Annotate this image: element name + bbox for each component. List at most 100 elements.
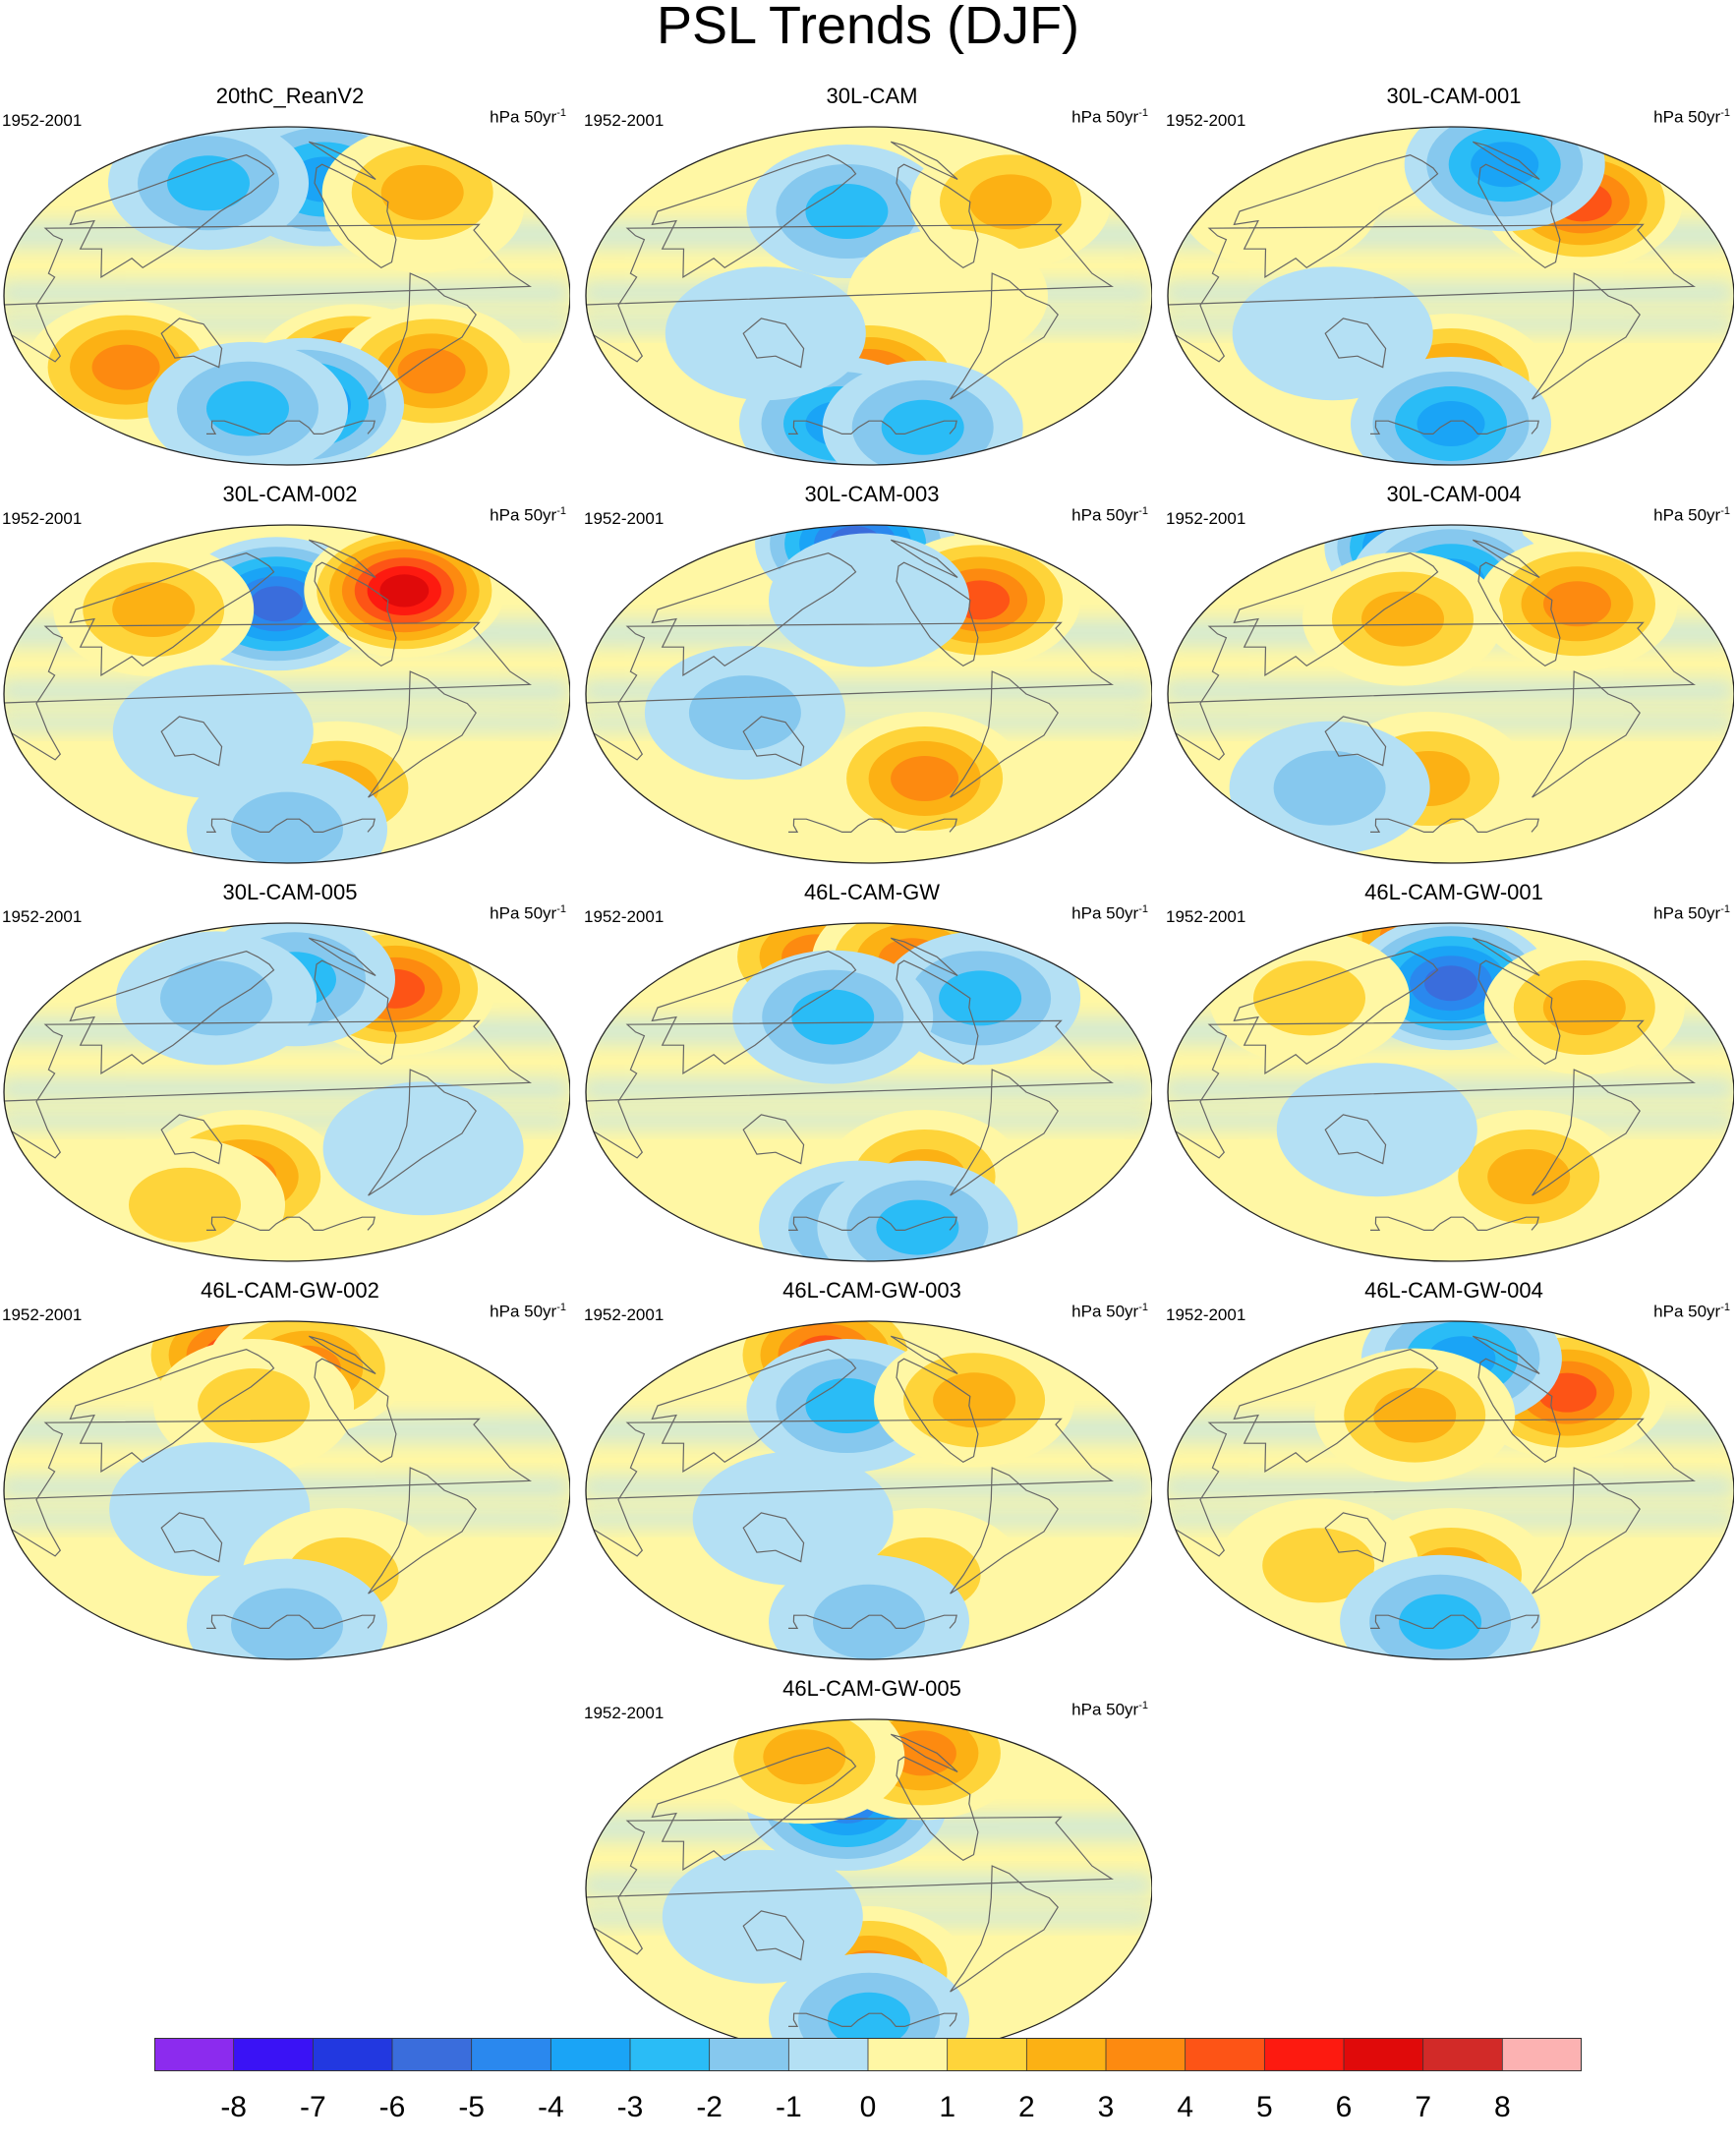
- contour-level: [379, 574, 430, 608]
- trend-contour: [1179, 135, 1380, 269]
- units-base: hPa 50yr: [490, 505, 557, 525]
- coastline: [890, 1733, 958, 1773]
- units-base: hPa 50yr: [1071, 1302, 1139, 1321]
- units-base: hPa 50yr: [1653, 107, 1721, 127]
- panel-period: 1952-2001: [1166, 1305, 1246, 1324]
- contour-level: [1232, 266, 1433, 401]
- colorbar-swatch: [1264, 2038, 1344, 2071]
- contour-level: [112, 582, 196, 637]
- trend-contour: [1404, 127, 1605, 232]
- robinson-map: [1167, 922, 1734, 1262]
- contour-level: [1262, 1528, 1375, 1603]
- coastline: [1324, 716, 1387, 767]
- panel-period: 1952-2001: [584, 1704, 665, 1722]
- trend-contour: [1302, 551, 1503, 686]
- panel-period: 1952-2001: [2, 1305, 83, 1324]
- panel-period: 1952-2001: [584, 509, 665, 528]
- colorbar: -8 -7 -6 -5 -4 -3 -2 -1 0 1 2 3 4 5 6 7 8: [154, 2038, 1582, 2123]
- panel-period: 1952-2001: [1166, 111, 1246, 130]
- trend-contour: [1276, 1063, 1477, 1197]
- trend-contour: [1314, 1348, 1516, 1482]
- antarctic-coastline: [788, 2012, 957, 2027]
- trend-contour: [1428, 1110, 1630, 1244]
- contour-level: [805, 1378, 889, 1433]
- contour-level: [791, 989, 875, 1045]
- coastline: [1168, 1019, 1697, 1159]
- colorbar-tick-label: 0: [860, 2091, 877, 2123]
- robinson-map: [585, 524, 1152, 864]
- panel-units: hPa 50yr-1: [1071, 107, 1148, 128]
- colorbar-swatch: [550, 2038, 630, 2071]
- coastline: [742, 1910, 805, 1961]
- contour-level: [891, 756, 959, 801]
- antarctic-coastline: [1370, 1216, 1539, 1231]
- colorbar-tick-label: -1: [776, 2091, 802, 2123]
- antarctic-coastline: [206, 1216, 376, 1231]
- panel-title: 46L-CAM-GW-005: [782, 1676, 961, 1701]
- coastline: [742, 318, 805, 369]
- map-panel: 46L-CAM-GW-003 1952-2001 hPa 50yr-1: [582, 1278, 1162, 1661]
- contour-level: [250, 586, 304, 622]
- map-outline: [3, 524, 570, 864]
- panel-period: 1952-2001: [584, 111, 665, 130]
- antarctic-coastline: [788, 818, 957, 833]
- panel-title: 30L-CAM-004: [1386, 482, 1522, 506]
- contour-level: [1424, 965, 1477, 1002]
- trend-contour: [1476, 537, 1678, 671]
- coastline: [1324, 318, 1387, 369]
- robinson-map: [585, 922, 1152, 1262]
- colorbar-swatch: [1422, 2038, 1503, 2071]
- robinson-map: [3, 922, 570, 1262]
- panel-title: 46L-CAM-GW: [803, 880, 941, 904]
- trend-band: [586, 1111, 1152, 1130]
- units-exponent: -1: [1720, 1302, 1730, 1313]
- colorbar-swatch: [709, 2038, 789, 2071]
- units-base: hPa 50yr: [1071, 903, 1139, 923]
- panel-period: 1952-2001: [2, 907, 83, 926]
- coastline: [308, 1335, 376, 1375]
- map-panel: 30L-CAM-001 1952-2001 hPa 50yr-1: [1164, 84, 1736, 467]
- units-exponent: -1: [1138, 903, 1148, 915]
- antarctic-coastline: [1370, 1614, 1539, 1629]
- panel-units: hPa 50yr-1: [490, 903, 566, 924]
- panel-title: 46L-CAM-GW-004: [1364, 1278, 1543, 1303]
- contour-level: [322, 1081, 524, 1216]
- map-panel: 30L-CAM-004 1952-2001 hPa 50yr-1: [1164, 482, 1736, 865]
- coastline: [742, 1512, 805, 1563]
- panel-units: hPa 50yr-1: [1653, 903, 1730, 924]
- coastline: [1233, 1349, 1439, 1473]
- map-panel: 30L-CAM-002 1952-2001 hPa 50yr-1: [0, 482, 580, 865]
- coastline: [69, 1349, 275, 1473]
- panel-period: 1952-2001: [584, 907, 665, 926]
- robinson-map: [1167, 126, 1734, 466]
- map-panel: 30L-CAM 1952-2001 hPa 50yr-1: [582, 84, 1162, 467]
- contour-level: [1417, 401, 1485, 446]
- coastline: [1472, 1335, 1540, 1375]
- contour-level: [397, 348, 466, 394]
- trend-contour: [1351, 357, 1551, 465]
- units-exponent: -1: [1720, 505, 1730, 517]
- coastline: [651, 1349, 857, 1473]
- coastline: [890, 539, 958, 579]
- coastline: [1168, 1418, 1697, 1557]
- contour-level: [769, 533, 969, 667]
- map-panel: 30L-CAM-005 1952-2001 hPa 50yr-1: [0, 880, 580, 1263]
- coastline: [950, 670, 1059, 798]
- map-outline: [585, 524, 1152, 864]
- coastline: [308, 141, 376, 181]
- panel-units: hPa 50yr-1: [1653, 107, 1730, 128]
- coastline: [1168, 223, 1697, 363]
- coastline: [4, 1019, 533, 1159]
- map-outline: [585, 126, 1152, 466]
- trend-contour: [1483, 941, 1685, 1074]
- contour-level: [1273, 750, 1386, 826]
- coastline: [69, 951, 275, 1074]
- panel-units: hPa 50yr-1: [1071, 903, 1148, 924]
- coastline: [586, 1418, 1115, 1557]
- units-base: hPa 50yr: [490, 1302, 557, 1321]
- colorbar-tick-label: 8: [1494, 2091, 1511, 2123]
- coastline: [4, 1418, 533, 1557]
- colorbar-swatch: [392, 2038, 472, 2071]
- coastline: [1324, 1512, 1387, 1563]
- coastline: [586, 223, 1115, 363]
